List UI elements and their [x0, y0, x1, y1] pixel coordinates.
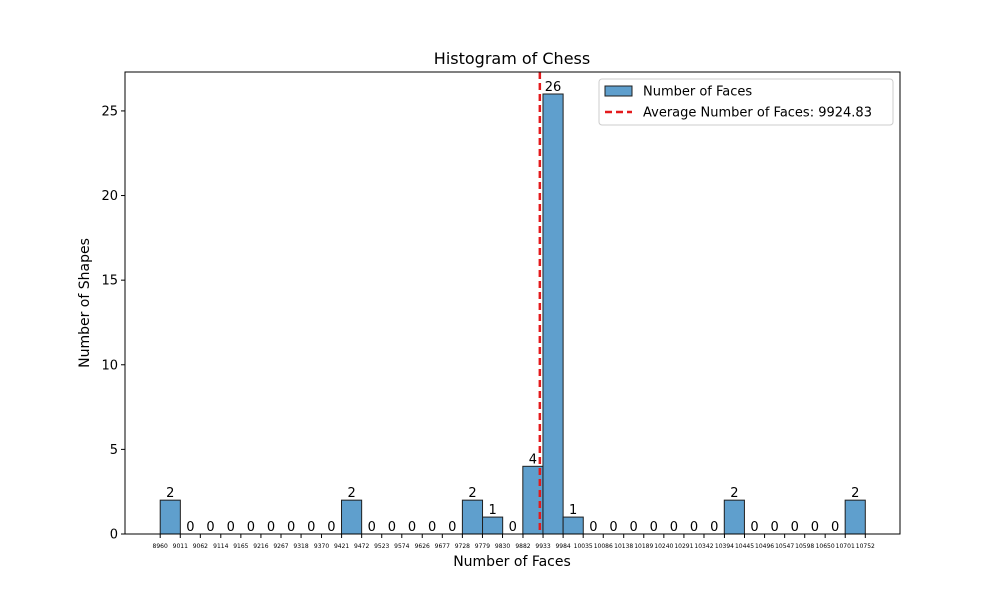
x-tick-label: 10598 [795, 543, 814, 550]
x-tick-label: 9933 [535, 543, 550, 550]
x-tick-label: 9779 [475, 543, 490, 550]
bar-value-label: 0 [227, 520, 235, 535]
bar-value-label: 2 [166, 486, 174, 501]
x-tick-label: 9216 [253, 543, 268, 550]
y-tick-label: 10 [101, 358, 118, 373]
bar-value-label: 0 [368, 520, 376, 535]
bar-value-label: 1 [569, 503, 577, 518]
x-tick-label: 10547 [775, 543, 794, 550]
legend-bar-swatch [604, 85, 633, 97]
bar-value-label: 0 [186, 520, 194, 535]
x-tick-label: 9062 [193, 543, 208, 550]
bar-value-label: 0 [710, 520, 718, 535]
histogram-bar [844, 499, 866, 535]
y-tick-label: 15 [101, 274, 118, 289]
bar-value-label: 4 [529, 452, 537, 467]
x-tick-label: 9677 [435, 543, 450, 550]
x-tick-label: 10394 [715, 543, 734, 550]
histogram-bar [482, 516, 504, 535]
bar-value-label: 0 [206, 520, 214, 535]
x-tick-label: 9574 [394, 543, 409, 550]
x-tick-label: 10496 [755, 543, 774, 550]
bar-value-label: 0 [448, 520, 456, 535]
x-tick-label: 9011 [173, 543, 188, 550]
bar-value-label: 0 [509, 520, 517, 535]
plot-frame [124, 71, 901, 535]
bar-value-label: 0 [247, 520, 255, 535]
x-tick-label: 10035 [574, 543, 593, 550]
bar-value-label: 0 [750, 520, 758, 535]
y-axis-title: Number of Shapes [77, 238, 93, 368]
bar-value-label: 1 [488, 503, 496, 518]
bar-value-label: 0 [589, 520, 597, 535]
x-tick-label: 10752 [856, 543, 875, 550]
y-tick-label: 5 [110, 443, 118, 458]
x-tick-label: 9472 [354, 543, 369, 550]
x-tick-label: 9165 [233, 543, 248, 550]
x-tick-label: 8960 [153, 543, 168, 550]
bar-value-label: 26 [545, 80, 562, 95]
x-tick-label: 9882 [515, 543, 530, 550]
x-tick-label: 10650 [816, 543, 835, 550]
y-tick-label: 25 [101, 104, 118, 119]
x-tick-label: 10701 [836, 543, 855, 550]
y-tick-label: 0 [110, 528, 118, 543]
histogram-bar [723, 499, 745, 535]
bar-value-label: 0 [811, 520, 819, 535]
histogram-bar [562, 516, 584, 535]
x-tick-label: 9626 [415, 543, 430, 550]
bar-value-label: 0 [670, 520, 678, 535]
x-tick-label: 9523 [374, 543, 389, 550]
x-tick-label: 9830 [495, 543, 510, 550]
histogram-bar [159, 499, 181, 535]
bar-value-label: 0 [287, 520, 295, 535]
x-tick-label: 10445 [735, 543, 754, 550]
bar-value-label: 0 [267, 520, 275, 535]
bar-value-label: 0 [609, 520, 617, 535]
x-tick-label: 9267 [273, 543, 288, 550]
histogram-bar [461, 499, 484, 535]
bar-value-label: 0 [307, 520, 315, 535]
bar-value-label: 2 [730, 486, 738, 501]
bar-value-label: 0 [771, 520, 779, 535]
legend-box [598, 78, 894, 126]
bar-value-label: 2 [468, 486, 476, 501]
bars-layer [159, 93, 866, 535]
bar-value-label: 2 [851, 486, 859, 501]
legend: Number of Faces Average Number of Faces: … [598, 78, 894, 126]
x-tick-label: 9370 [314, 543, 329, 550]
bar-value-label: 0 [408, 520, 416, 535]
x-tick-label: 9728 [455, 543, 470, 550]
x-tick-label: 10291 [674, 543, 693, 550]
bar-value-label: 0 [327, 520, 335, 535]
bar-value-label: 0 [388, 520, 396, 535]
bar-value-label: 0 [650, 520, 658, 535]
x-tick-label: 9114 [213, 543, 228, 550]
x-tick-label: 9421 [334, 543, 349, 550]
bar-value-label: 0 [831, 520, 839, 535]
bar-value-label: 0 [690, 520, 698, 535]
bar-value-label: 2 [347, 486, 355, 501]
x-axis-title: Number of Faces [453, 554, 571, 570]
legend-entry-label: Number of Faces [643, 85, 752, 100]
x-tick-label: 10189 [634, 543, 653, 550]
histogram-bar [542, 93, 564, 535]
chart-title: Histogram of Chess [434, 49, 590, 68]
legend-entry-label: Average Number of Faces: 9924.83 [643, 106, 872, 121]
bar-value-label: 0 [629, 520, 637, 535]
bar-value-label: 0 [791, 520, 799, 535]
x-tick-label: 10138 [614, 543, 633, 550]
x-tick-label: 10086 [594, 543, 613, 550]
x-tick-label: 10342 [694, 543, 713, 550]
y-tick-label: 20 [101, 189, 118, 204]
histogram-bar [341, 499, 363, 535]
x-tick-label: 9984 [555, 543, 570, 550]
x-tick-label: 9318 [293, 543, 308, 550]
x-tick-label: 10240 [654, 543, 673, 550]
bar-value-label: 0 [428, 520, 436, 535]
